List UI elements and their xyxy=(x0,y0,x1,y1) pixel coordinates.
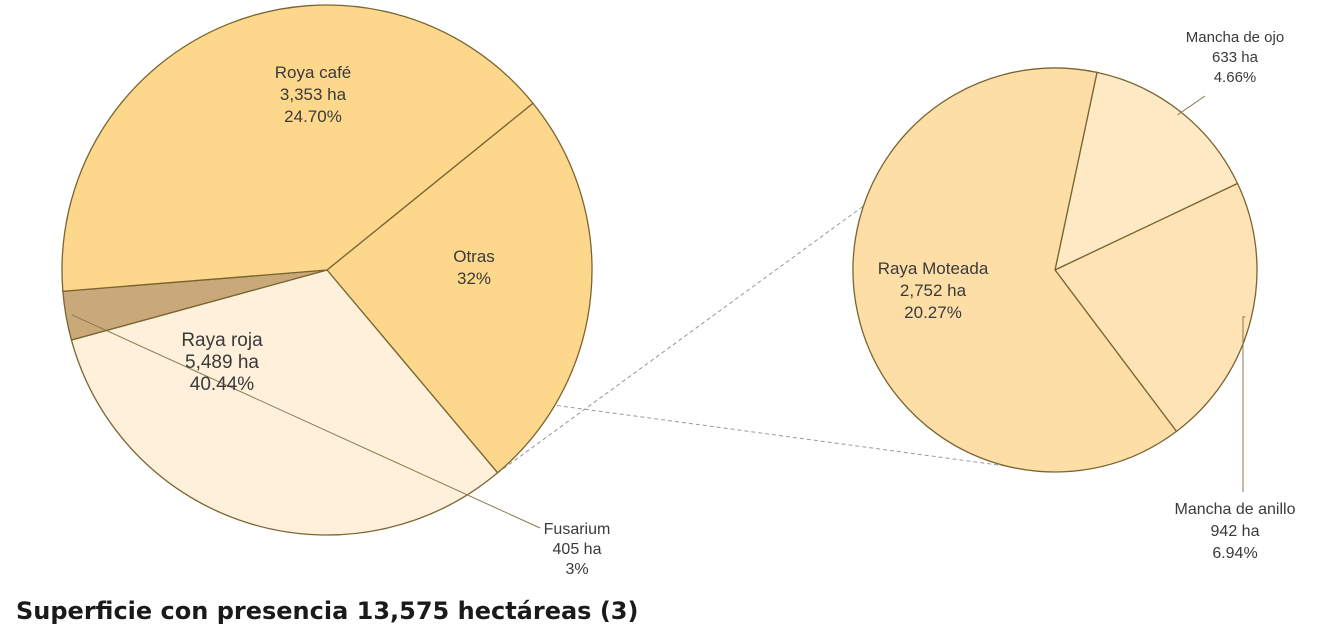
slice-percent: 32% xyxy=(457,269,491,288)
leader-mancha-de-anillo xyxy=(1242,316,1246,492)
slice-name: Otras xyxy=(453,247,495,266)
label-mancha-de-ojo: Mancha de ojo 633 ha 4.66% xyxy=(1186,29,1284,86)
slice-raya-moteada xyxy=(852,67,1178,473)
slice-roya-cafe xyxy=(326,102,593,474)
leader-fusarium xyxy=(71,314,541,529)
slice-otras xyxy=(70,269,499,536)
slice-area: 3,353 ha xyxy=(280,85,347,104)
slice-percent: 40.44% xyxy=(190,374,255,395)
slice-percent: 20.27% xyxy=(904,303,962,322)
slice-area: 405 ha xyxy=(553,541,602,558)
label-roya-cafe: Roya café 3,353 ha 24.70% xyxy=(275,63,352,126)
main-pie xyxy=(61,4,593,536)
slice-name: Fusarium xyxy=(544,521,611,538)
slice-percent: 3% xyxy=(565,561,588,578)
slice-mancha-de-anillo xyxy=(1054,182,1258,433)
leader-mancha-de-ojo xyxy=(1177,95,1206,116)
slice-name: Mancha de anillo xyxy=(1175,501,1296,518)
slice-name: Mancha de ojo xyxy=(1186,29,1284,46)
slice-area: 942 ha xyxy=(1211,523,1260,540)
slice-percent: 4.66% xyxy=(1214,69,1257,86)
label-otras: Otras 32% xyxy=(453,247,495,288)
chart-caption: Superficie con presencia 13,575 hectárea… xyxy=(16,597,639,625)
label-mancha-de-anillo: Mancha de anillo 942 ha 6.94% xyxy=(1175,501,1296,562)
slice-percent: 24.70% xyxy=(284,107,342,126)
leader-lines xyxy=(71,95,1246,529)
slice-area: 633 ha xyxy=(1212,49,1259,66)
slice-mancha-de-ojo xyxy=(1054,71,1239,272)
slice-name: Raya Moteada xyxy=(878,259,989,278)
secondary-pie xyxy=(852,67,1258,473)
slice-name: Raya roja xyxy=(181,330,263,351)
slice-area: 2,752 ha xyxy=(900,281,967,300)
label-fusarium: Fusarium 405 ha 3% xyxy=(544,521,611,578)
slice-percent: 6.94% xyxy=(1212,545,1257,562)
slice-area: 5,489 ha xyxy=(185,352,259,373)
slice-labels: Roya café 3,353 ha 24.70% Otras 32% Fusarium 4… xyxy=(181,29,1295,578)
slice-name: Roya café xyxy=(275,63,352,82)
label-raya-moteada: Raya Moteada 2,752 ha 20.27% xyxy=(878,259,989,322)
slice-raya-roja xyxy=(61,4,534,292)
